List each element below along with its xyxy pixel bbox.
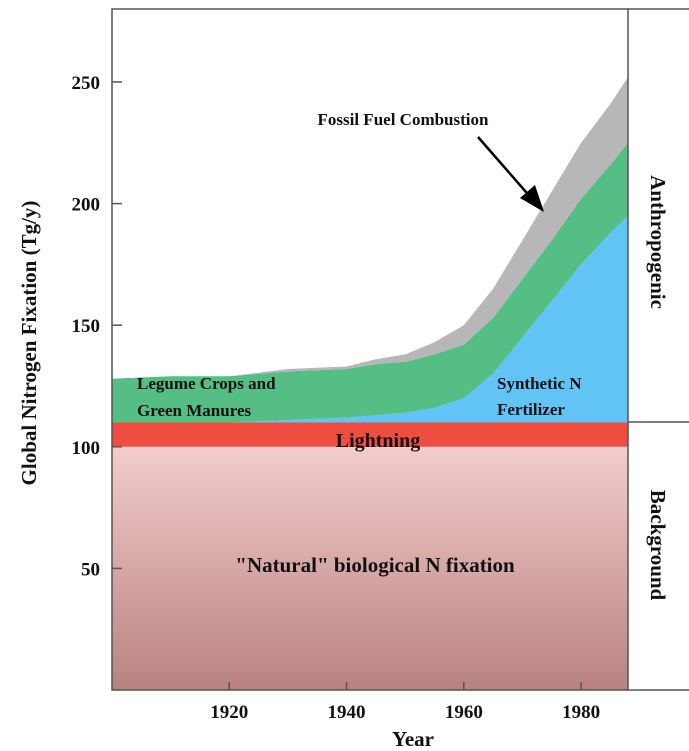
y-tick-label: 100	[72, 438, 101, 459]
annotation-fossil-fuel: Fossil Fuel Combustion	[318, 110, 490, 129]
x-tick-label: 1920	[210, 702, 248, 723]
annotation-legume-line1: Legume Crops and	[137, 374, 276, 393]
y-axis-label: Global Nitrogen Fixation (Tg/y)	[17, 201, 41, 486]
side-label-background: Background	[646, 490, 670, 601]
area-lightning	[112, 422, 628, 447]
x-tick-label: 1960	[445, 702, 483, 723]
x-axis-ticks: 1920 1940 1960 1980	[210, 682, 600, 723]
y-axis-ticks: 50 100 150 200 250	[72, 73, 122, 580]
annotation-lightning: Lightning	[336, 430, 420, 452]
y-tick-label: 200	[72, 195, 101, 216]
fossil-fuel-arrow-line	[477, 136, 534, 201]
area-synthetic-n-fertilizer	[112, 215, 628, 423]
area-legume-crops-and-green-manures	[112, 142, 628, 423]
area-natural-biological-n-fixation	[112, 446, 628, 690]
fossil-fuel-arrowhead	[520, 185, 544, 212]
y-tick-label: 250	[72, 73, 101, 94]
annotation-synthetic-line2: Fertilizer	[497, 400, 565, 419]
annotation-natural: "Natural" biological N fixation	[235, 553, 515, 577]
side-label-anthropogenic: Anthropogenic	[646, 175, 670, 309]
area-fossil-fuel-combustion	[112, 77, 628, 379]
annotation-synthetic-line1: Synthetic N	[497, 374, 582, 393]
y-tick-label: 150	[72, 316, 101, 337]
plot-frame	[111, 8, 629, 691]
x-tick-label: 1980	[562, 702, 600, 723]
x-tick-label: 1940	[328, 702, 366, 723]
x-axis-label: Year	[392, 727, 434, 751]
stacked-areas	[112, 77, 628, 690]
annotation-legume-line2: Green Manures	[137, 401, 251, 420]
y-tick-label: 50	[81, 559, 100, 580]
